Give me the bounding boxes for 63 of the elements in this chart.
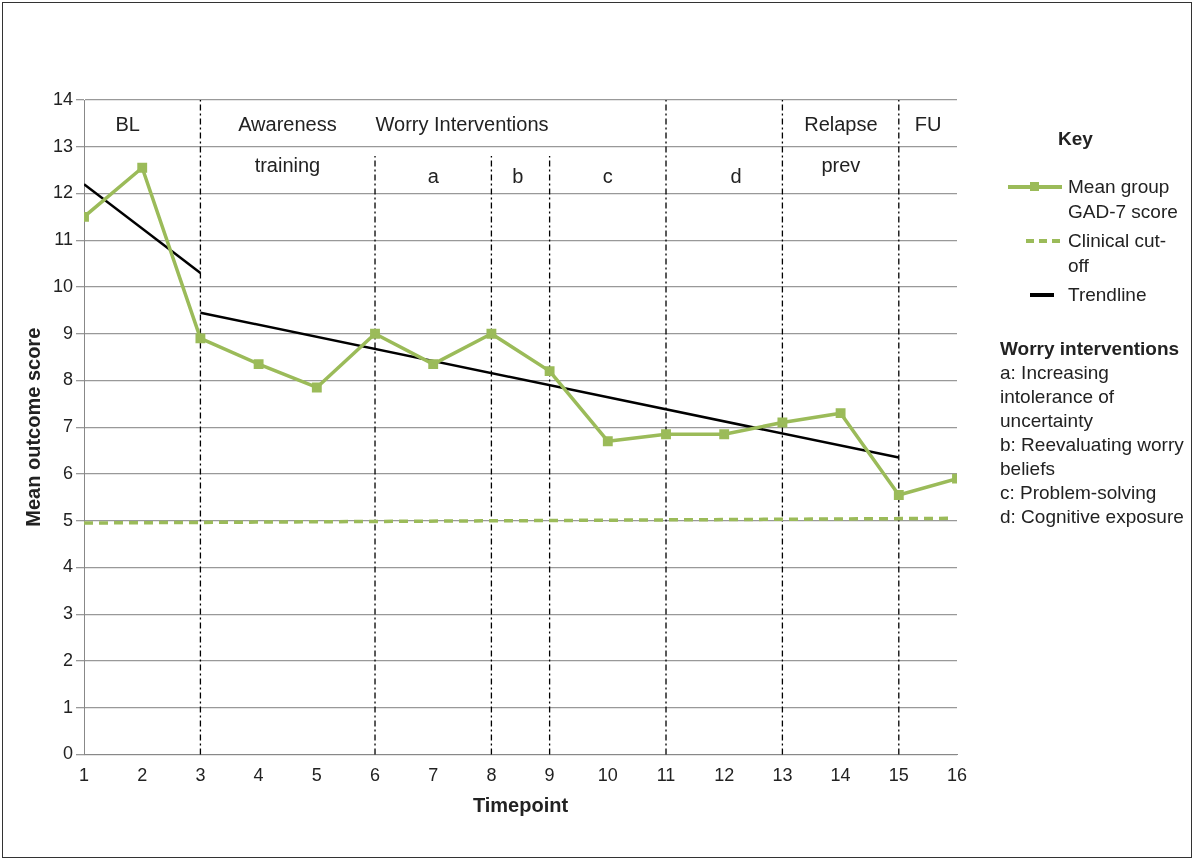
point [311,382,322,393]
y-tick-label: 4 [63,556,74,577]
point [137,162,148,173]
y-tick-label: 7 [63,416,74,437]
x-tick-label: 11 [656,765,676,786]
x-tick-label: 10 [597,765,618,786]
text: c: Problem-solving [1000,481,1158,505]
annotation: BL [115,112,140,135]
point [486,328,497,339]
annotation: c [602,164,613,187]
point [777,417,788,428]
y-tick-label: 14 [52,88,74,109]
y-tick-label: 8 [63,369,74,390]
x-tick-label: 16 [946,765,968,786]
text: Worry interventions [1000,337,1181,361]
annotation: Awareness training [238,112,337,176]
point [544,366,555,377]
y-tick-label: 1 [63,696,74,717]
x-tick-label: 5 [311,765,322,786]
point [428,359,439,370]
x-tick-label: 2 [137,765,148,786]
y-tick-label: 0 [63,743,74,764]
x-tick-label: 4 [253,765,264,786]
y-tick-label: 12 [52,182,74,203]
point [370,328,380,339]
y-tick-label: 13 [52,135,74,156]
y-tick-label: 10 [52,275,74,296]
x-tick-label: 7 [428,765,439,786]
legend-label: Trendline [1068,283,1148,307]
x-axis-title: Timepoint [472,793,569,816]
x-tick-label: 13 [772,765,793,786]
point [602,436,613,447]
x-tick-label: 15 [888,765,909,786]
legend-title: Key [1058,128,1094,150]
y-tick-label: 6 [63,462,74,483]
x-tick-label: 12 [714,765,735,786]
y-tick-label: 3 [63,603,74,624]
x-tick-label: 9 [544,765,555,786]
point [253,359,264,370]
annotation: FU [914,112,942,135]
annotation: Relapse prev [804,112,878,176]
legend-label: Clinical cut-off [1068,229,1168,278]
x-tick-label: 14 [830,765,851,786]
point [661,429,671,440]
y-tick-label: 5 [63,509,74,530]
y-axis-title: Mean outcome score [21,327,44,527]
y-tick-label: 2 [63,649,74,670]
x-tick-label: 1 [79,765,90,786]
point [893,490,904,500]
annotation: d [730,164,742,187]
annotation: a [427,164,440,187]
point [835,408,846,419]
point [195,333,206,344]
y-tick-label: 9 [63,322,74,343]
y-tick-label: 11 [54,229,74,250]
text: d: Cognitive exposure [1000,505,1185,529]
annotation: b [512,164,524,187]
x-tick-label: 8 [486,765,497,786]
x-tick-label: 6 [370,765,381,786]
x-tick-label: 3 [195,765,206,786]
point [719,429,730,440]
annotation: Worry Interventions [375,112,549,135]
legend-label: Mean group GAD-7 score [1068,175,1178,224]
